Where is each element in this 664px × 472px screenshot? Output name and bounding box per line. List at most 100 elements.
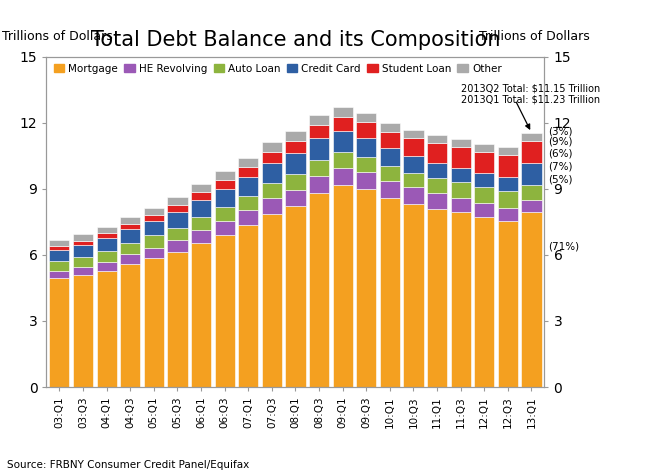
Bar: [474, 217, 494, 387]
Bar: [474, 152, 494, 173]
Bar: [120, 217, 140, 224]
Text: Trillions of Dollars: Trillions of Dollars: [2, 30, 112, 43]
Text: Trillions of Dollars: Trillions of Dollars: [479, 30, 590, 43]
Bar: [97, 251, 117, 262]
Bar: [167, 252, 187, 387]
Bar: [120, 224, 140, 229]
Bar: [498, 147, 518, 155]
Bar: [380, 181, 400, 198]
Bar: [286, 141, 305, 153]
Bar: [238, 158, 258, 167]
Bar: [333, 107, 353, 117]
Bar: [427, 209, 447, 387]
Bar: [427, 178, 447, 193]
Bar: [238, 225, 258, 387]
Bar: [404, 203, 424, 387]
Bar: [404, 156, 424, 172]
Bar: [49, 250, 70, 261]
Bar: [144, 208, 164, 215]
Bar: [521, 212, 542, 387]
Bar: [427, 193, 447, 209]
Bar: [404, 138, 424, 156]
Bar: [262, 162, 282, 183]
Bar: [120, 229, 140, 243]
Bar: [144, 258, 164, 387]
Bar: [97, 262, 117, 271]
Bar: [167, 240, 187, 252]
Bar: [73, 257, 93, 268]
Bar: [286, 131, 305, 141]
Bar: [404, 187, 424, 203]
Bar: [380, 198, 400, 387]
Bar: [357, 138, 376, 157]
Bar: [451, 182, 471, 198]
Bar: [286, 190, 305, 206]
Bar: [238, 211, 258, 225]
Bar: [521, 163, 542, 185]
Bar: [144, 248, 164, 258]
Bar: [238, 196, 258, 211]
Bar: [262, 183, 282, 198]
Bar: [451, 198, 471, 212]
Bar: [498, 221, 518, 387]
Bar: [262, 152, 282, 162]
Text: (3%): (3%): [548, 126, 572, 136]
Bar: [498, 177, 518, 191]
Bar: [73, 245, 93, 257]
Bar: [380, 123, 400, 132]
Bar: [49, 271, 70, 278]
Bar: [144, 221, 164, 236]
Bar: [521, 200, 542, 212]
Bar: [262, 143, 282, 152]
Bar: [120, 264, 140, 387]
Bar: [214, 221, 234, 235]
Bar: [333, 185, 353, 387]
Bar: [191, 217, 211, 230]
Bar: [191, 184, 211, 192]
Bar: [404, 129, 424, 138]
Bar: [214, 235, 234, 387]
Bar: [97, 233, 117, 238]
Bar: [214, 189, 234, 207]
Bar: [380, 132, 400, 149]
Bar: [73, 268, 93, 275]
Text: 2013Q1 Total: $11.23 Trillion: 2013Q1 Total: $11.23 Trillion: [461, 94, 600, 105]
Bar: [262, 198, 282, 214]
Bar: [144, 215, 164, 221]
Bar: [49, 240, 70, 246]
Text: 2013Q2 Total: $11.15 Trillion: 2013Q2 Total: $11.15 Trillion: [461, 84, 600, 93]
Bar: [521, 133, 542, 141]
Bar: [238, 177, 258, 196]
Bar: [49, 261, 70, 271]
Bar: [357, 122, 376, 138]
Bar: [120, 254, 140, 264]
Bar: [97, 238, 117, 251]
Bar: [451, 212, 471, 387]
Bar: [144, 236, 164, 248]
Bar: [309, 194, 329, 387]
Bar: [357, 172, 376, 189]
Bar: [167, 212, 187, 228]
Bar: [167, 228, 187, 240]
Bar: [357, 113, 376, 122]
Bar: [49, 246, 70, 250]
Bar: [498, 155, 518, 177]
Bar: [474, 143, 494, 152]
Bar: [214, 180, 234, 189]
Bar: [167, 205, 187, 212]
Bar: [333, 168, 353, 185]
Bar: [357, 157, 376, 172]
Bar: [120, 243, 140, 254]
Bar: [286, 153, 305, 174]
Text: (9%): (9%): [548, 136, 572, 146]
Bar: [97, 271, 117, 387]
Bar: [521, 141, 542, 163]
Bar: [309, 160, 329, 176]
Bar: [73, 275, 93, 387]
Bar: [286, 206, 305, 387]
Bar: [498, 208, 518, 221]
Bar: [73, 235, 93, 241]
Bar: [427, 135, 447, 143]
Bar: [309, 138, 329, 160]
Bar: [498, 191, 518, 208]
